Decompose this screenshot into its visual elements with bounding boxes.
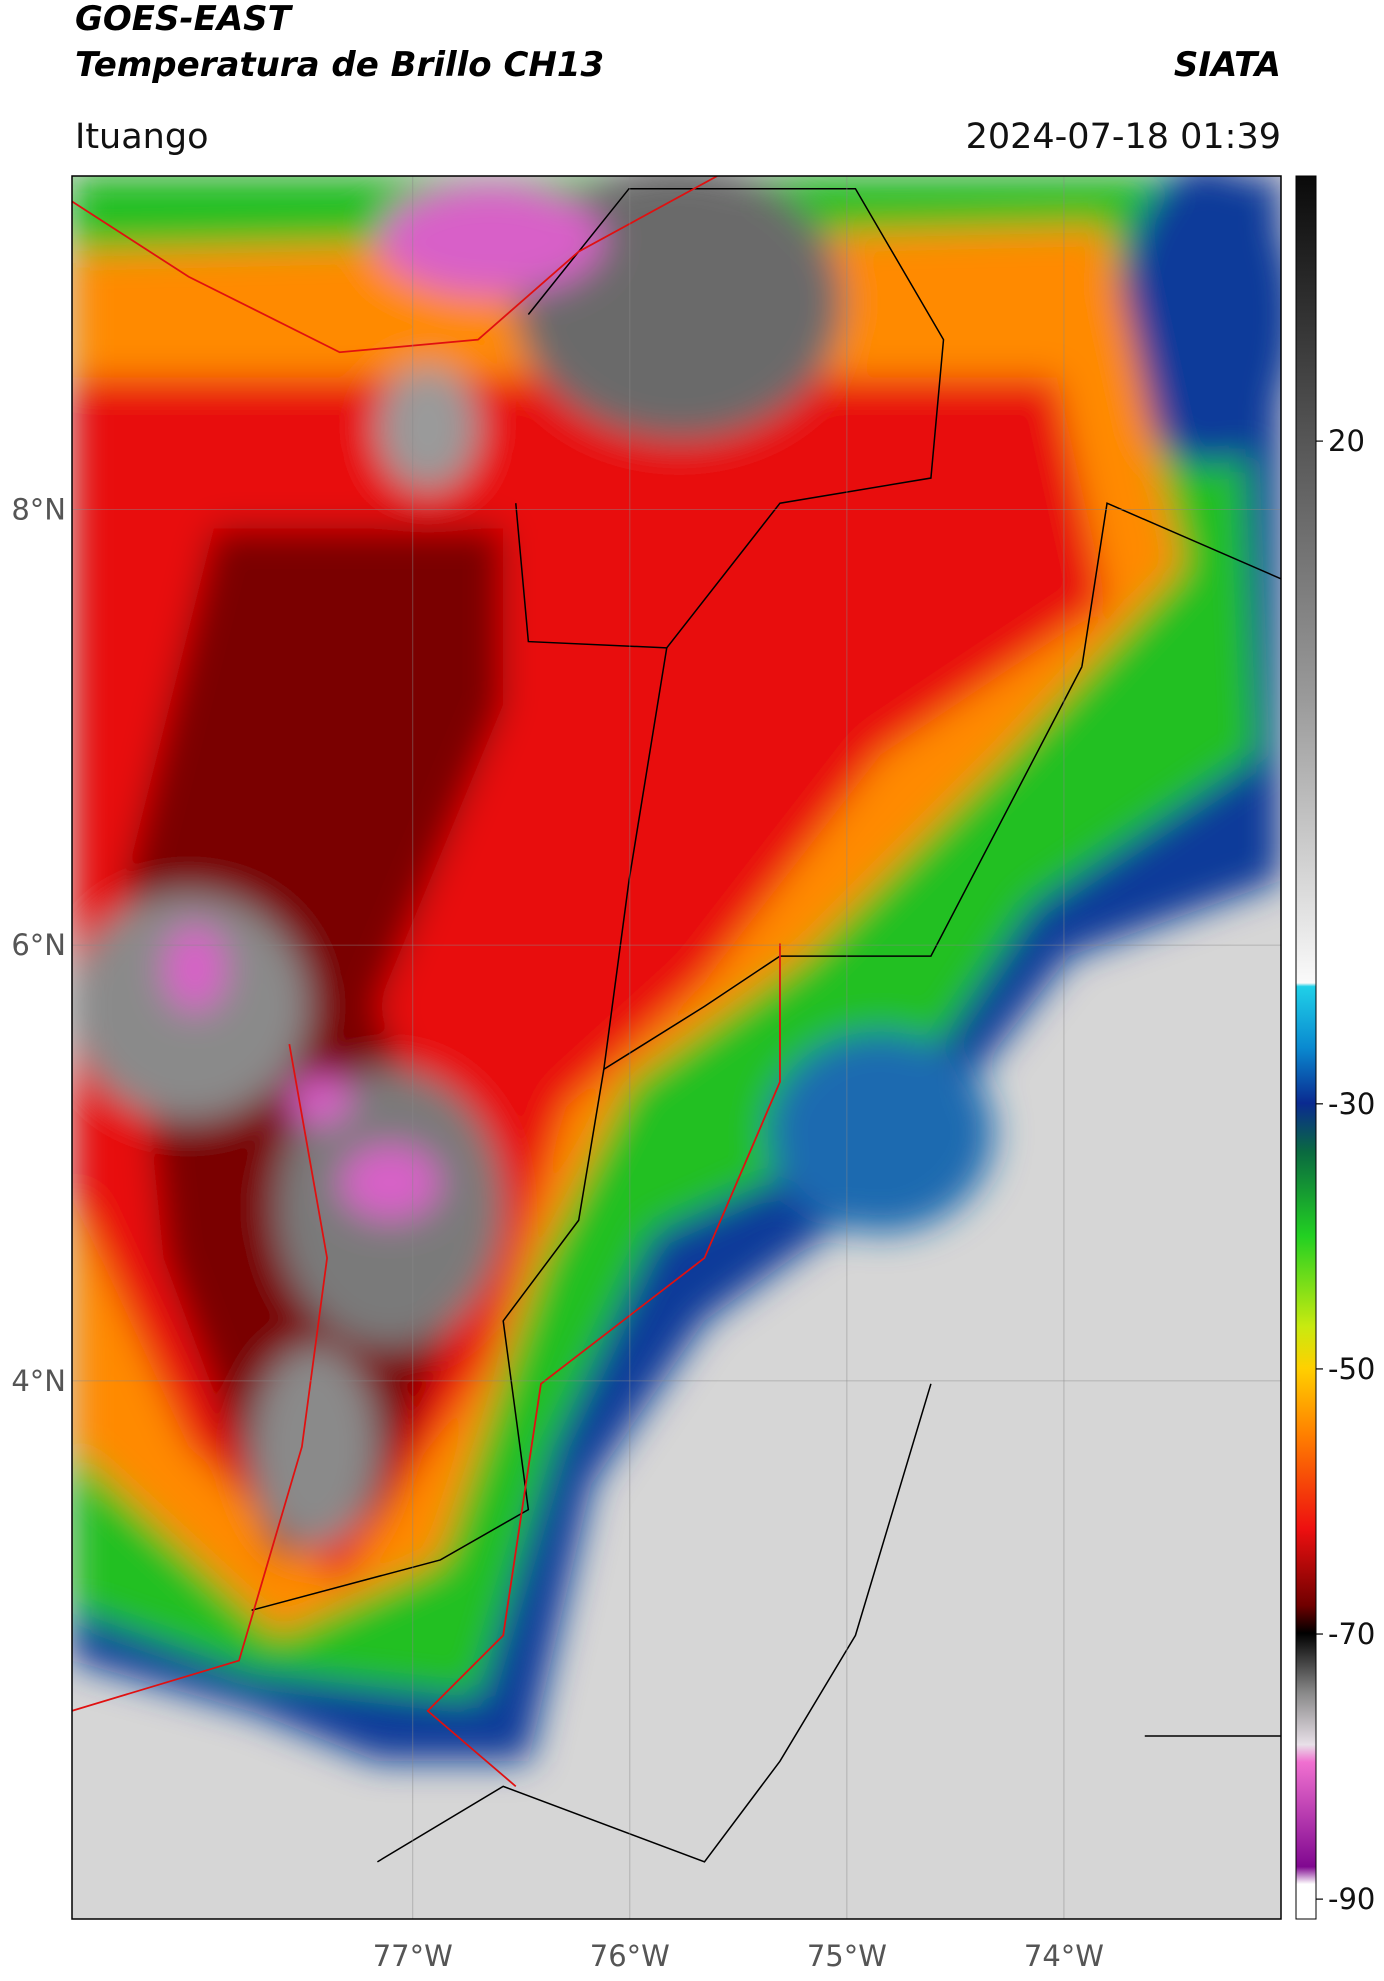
colorbar-tick-label: 20: [1328, 424, 1365, 458]
colorbar-tick-label: -50: [1328, 1352, 1375, 1386]
satellite-image: [72, 176, 1281, 1919]
x-tick-label: 76°W: [590, 1939, 670, 1973]
agency-title: SIATA: [1174, 45, 1281, 85]
x-tick-label: 77°W: [373, 1939, 453, 1973]
colorbar-tick-label: -30: [1328, 1087, 1375, 1121]
y-tick-label: 4°N: [11, 1364, 66, 1398]
product-title: Temperatura de Brillo CH13: [75, 45, 604, 85]
y-tick-label: 6°N: [11, 928, 66, 962]
region-label: Ituango: [75, 117, 209, 157]
map-frame: [71, 175, 1282, 1920]
source-title: GOES-EAST: [75, 0, 294, 39]
x-tick-label: 75°W: [807, 1939, 887, 1973]
grid: [72, 176, 1281, 1919]
colorbar-tick-label: -70: [1328, 1617, 1375, 1651]
x-tick-label: 74°W: [1024, 1939, 1104, 1973]
colorbar-tick-label: -90: [1328, 1882, 1375, 1916]
colorbar: [1295, 175, 1317, 1920]
y-tick-label: 8°N: [11, 492, 66, 526]
datetime-label: 2024-07-18 01:39: [966, 117, 1281, 157]
